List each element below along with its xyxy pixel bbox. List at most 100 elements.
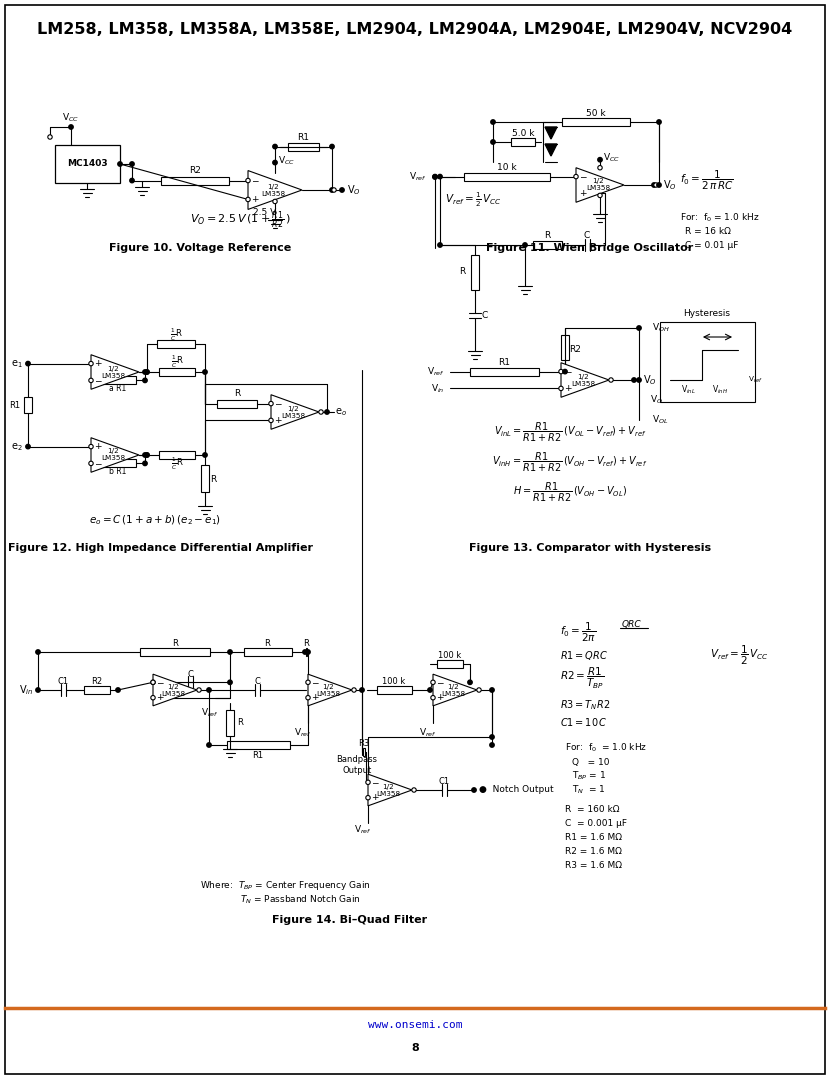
Text: C: C xyxy=(482,311,488,319)
Circle shape xyxy=(330,188,334,192)
Circle shape xyxy=(305,696,310,700)
Circle shape xyxy=(129,162,134,166)
Text: $\frac{1}{C}$R: $\frac{1}{C}$R xyxy=(171,354,183,370)
Text: C  = 0.001 μF: C = 0.001 μF xyxy=(565,819,627,829)
Text: R1: R1 xyxy=(297,133,309,142)
Text: V$_{ref}$: V$_{ref}$ xyxy=(294,726,312,739)
Text: 2.5 V: 2.5 V xyxy=(253,208,276,217)
Text: 8: 8 xyxy=(411,1043,419,1053)
Polygon shape xyxy=(153,674,197,706)
Text: V$_{ref}$: V$_{ref}$ xyxy=(419,726,437,739)
Circle shape xyxy=(246,178,250,182)
Text: 1/2
LM358: 1/2 LM358 xyxy=(161,683,185,697)
Text: +: + xyxy=(437,693,444,702)
Circle shape xyxy=(89,361,93,366)
Text: 50 k: 50 k xyxy=(586,109,606,118)
Text: C1: C1 xyxy=(438,777,450,786)
Circle shape xyxy=(143,370,147,374)
Text: 1/2
LM358: 1/2 LM358 xyxy=(316,683,340,697)
Text: C = 0.01 μF: C = 0.01 μF xyxy=(685,241,739,249)
Bar xyxy=(561,334,569,359)
Circle shape xyxy=(332,188,336,192)
Circle shape xyxy=(366,795,370,800)
Polygon shape xyxy=(576,167,624,202)
Circle shape xyxy=(26,361,30,366)
Text: Figure 10. Voltage Reference: Figure 10. Voltage Reference xyxy=(109,243,291,252)
Polygon shape xyxy=(545,127,557,139)
Text: R2 = 1.6 MΩ: R2 = 1.6 MΩ xyxy=(565,847,622,857)
Circle shape xyxy=(36,650,40,654)
Text: R1: R1 xyxy=(498,358,510,367)
Circle shape xyxy=(598,165,603,169)
Text: For:  f$_0$  = 1.0 kHz: For: f$_0$ = 1.0 kHz xyxy=(565,741,647,754)
Bar xyxy=(511,138,535,146)
Circle shape xyxy=(339,188,344,192)
Text: V$_{inH}$: V$_{inH}$ xyxy=(712,384,728,396)
Text: −: − xyxy=(274,399,281,408)
Text: $V_{inH} = \dfrac{R1}{R1+R2}\,(V_{OH}-V_{ref})+V_{ref}$: $V_{inH} = \dfrac{R1}{R1+R2}\,(V_{OH}-V_… xyxy=(492,450,647,474)
Bar xyxy=(102,460,135,467)
Text: R: R xyxy=(172,640,178,648)
Text: www.onsemi.com: www.onsemi.com xyxy=(368,1020,462,1030)
Bar xyxy=(159,451,195,459)
Circle shape xyxy=(563,369,567,373)
Text: V$_O$: V$_O$ xyxy=(650,394,663,407)
Text: R: R xyxy=(544,232,550,241)
Circle shape xyxy=(437,175,442,179)
Text: +: + xyxy=(95,359,102,368)
Text: C1: C1 xyxy=(57,677,69,685)
Bar xyxy=(55,145,120,183)
Text: −: − xyxy=(564,367,572,377)
Circle shape xyxy=(427,687,432,693)
Bar xyxy=(227,741,290,749)
Text: T$_N$  = 1: T$_N$ = 1 xyxy=(572,783,606,796)
Text: QRC: QRC xyxy=(622,620,642,629)
Bar xyxy=(243,648,291,656)
Text: Figure 13. Comparator with Hysteresis: Figure 13. Comparator with Hysteresis xyxy=(469,543,711,554)
Text: R: R xyxy=(237,719,243,727)
Text: −: − xyxy=(579,172,587,181)
Text: −: − xyxy=(95,375,102,385)
Bar xyxy=(158,340,194,349)
Circle shape xyxy=(36,687,40,693)
Circle shape xyxy=(491,140,496,145)
Text: −: − xyxy=(156,678,164,687)
Text: +: + xyxy=(579,189,587,197)
Text: MC1403: MC1403 xyxy=(66,160,107,168)
Circle shape xyxy=(203,453,208,457)
Text: e$_2$: e$_2$ xyxy=(12,440,23,452)
Circle shape xyxy=(523,243,527,247)
Circle shape xyxy=(273,145,277,149)
Circle shape xyxy=(89,445,93,449)
Text: C: C xyxy=(583,232,590,241)
Text: 1/2
LM358: 1/2 LM358 xyxy=(441,683,465,697)
Text: R1: R1 xyxy=(252,751,264,760)
Text: 1/2
LM358: 1/2 LM358 xyxy=(571,373,595,386)
Circle shape xyxy=(305,650,310,654)
Circle shape xyxy=(359,687,364,693)
Bar xyxy=(471,255,479,290)
Text: R: R xyxy=(264,640,270,648)
Text: $R2 = \dfrac{R1}{T_{BP}}$: $R2 = \dfrac{R1}{T_{BP}}$ xyxy=(560,666,604,691)
Circle shape xyxy=(468,680,472,684)
Circle shape xyxy=(227,680,232,684)
Text: e$_1$: e$_1$ xyxy=(12,358,23,369)
Circle shape xyxy=(431,696,435,700)
Circle shape xyxy=(143,461,147,466)
Circle shape xyxy=(608,378,613,382)
Text: 1/2
LM358: 1/2 LM358 xyxy=(376,783,400,796)
Circle shape xyxy=(574,175,579,179)
Circle shape xyxy=(352,687,356,693)
Polygon shape xyxy=(433,674,477,706)
Text: +: + xyxy=(95,442,102,451)
Circle shape xyxy=(129,178,134,182)
Bar xyxy=(562,118,630,126)
Circle shape xyxy=(246,197,250,202)
Text: R2: R2 xyxy=(189,166,201,175)
Circle shape xyxy=(657,120,662,124)
Circle shape xyxy=(144,453,149,457)
Text: Figure 14. Bi–Quad Filter: Figure 14. Bi–Quad Filter xyxy=(272,915,427,925)
Circle shape xyxy=(273,200,277,204)
Text: $C1 = 10\,C$: $C1 = 10\,C$ xyxy=(560,716,608,728)
Text: R: R xyxy=(234,390,240,398)
